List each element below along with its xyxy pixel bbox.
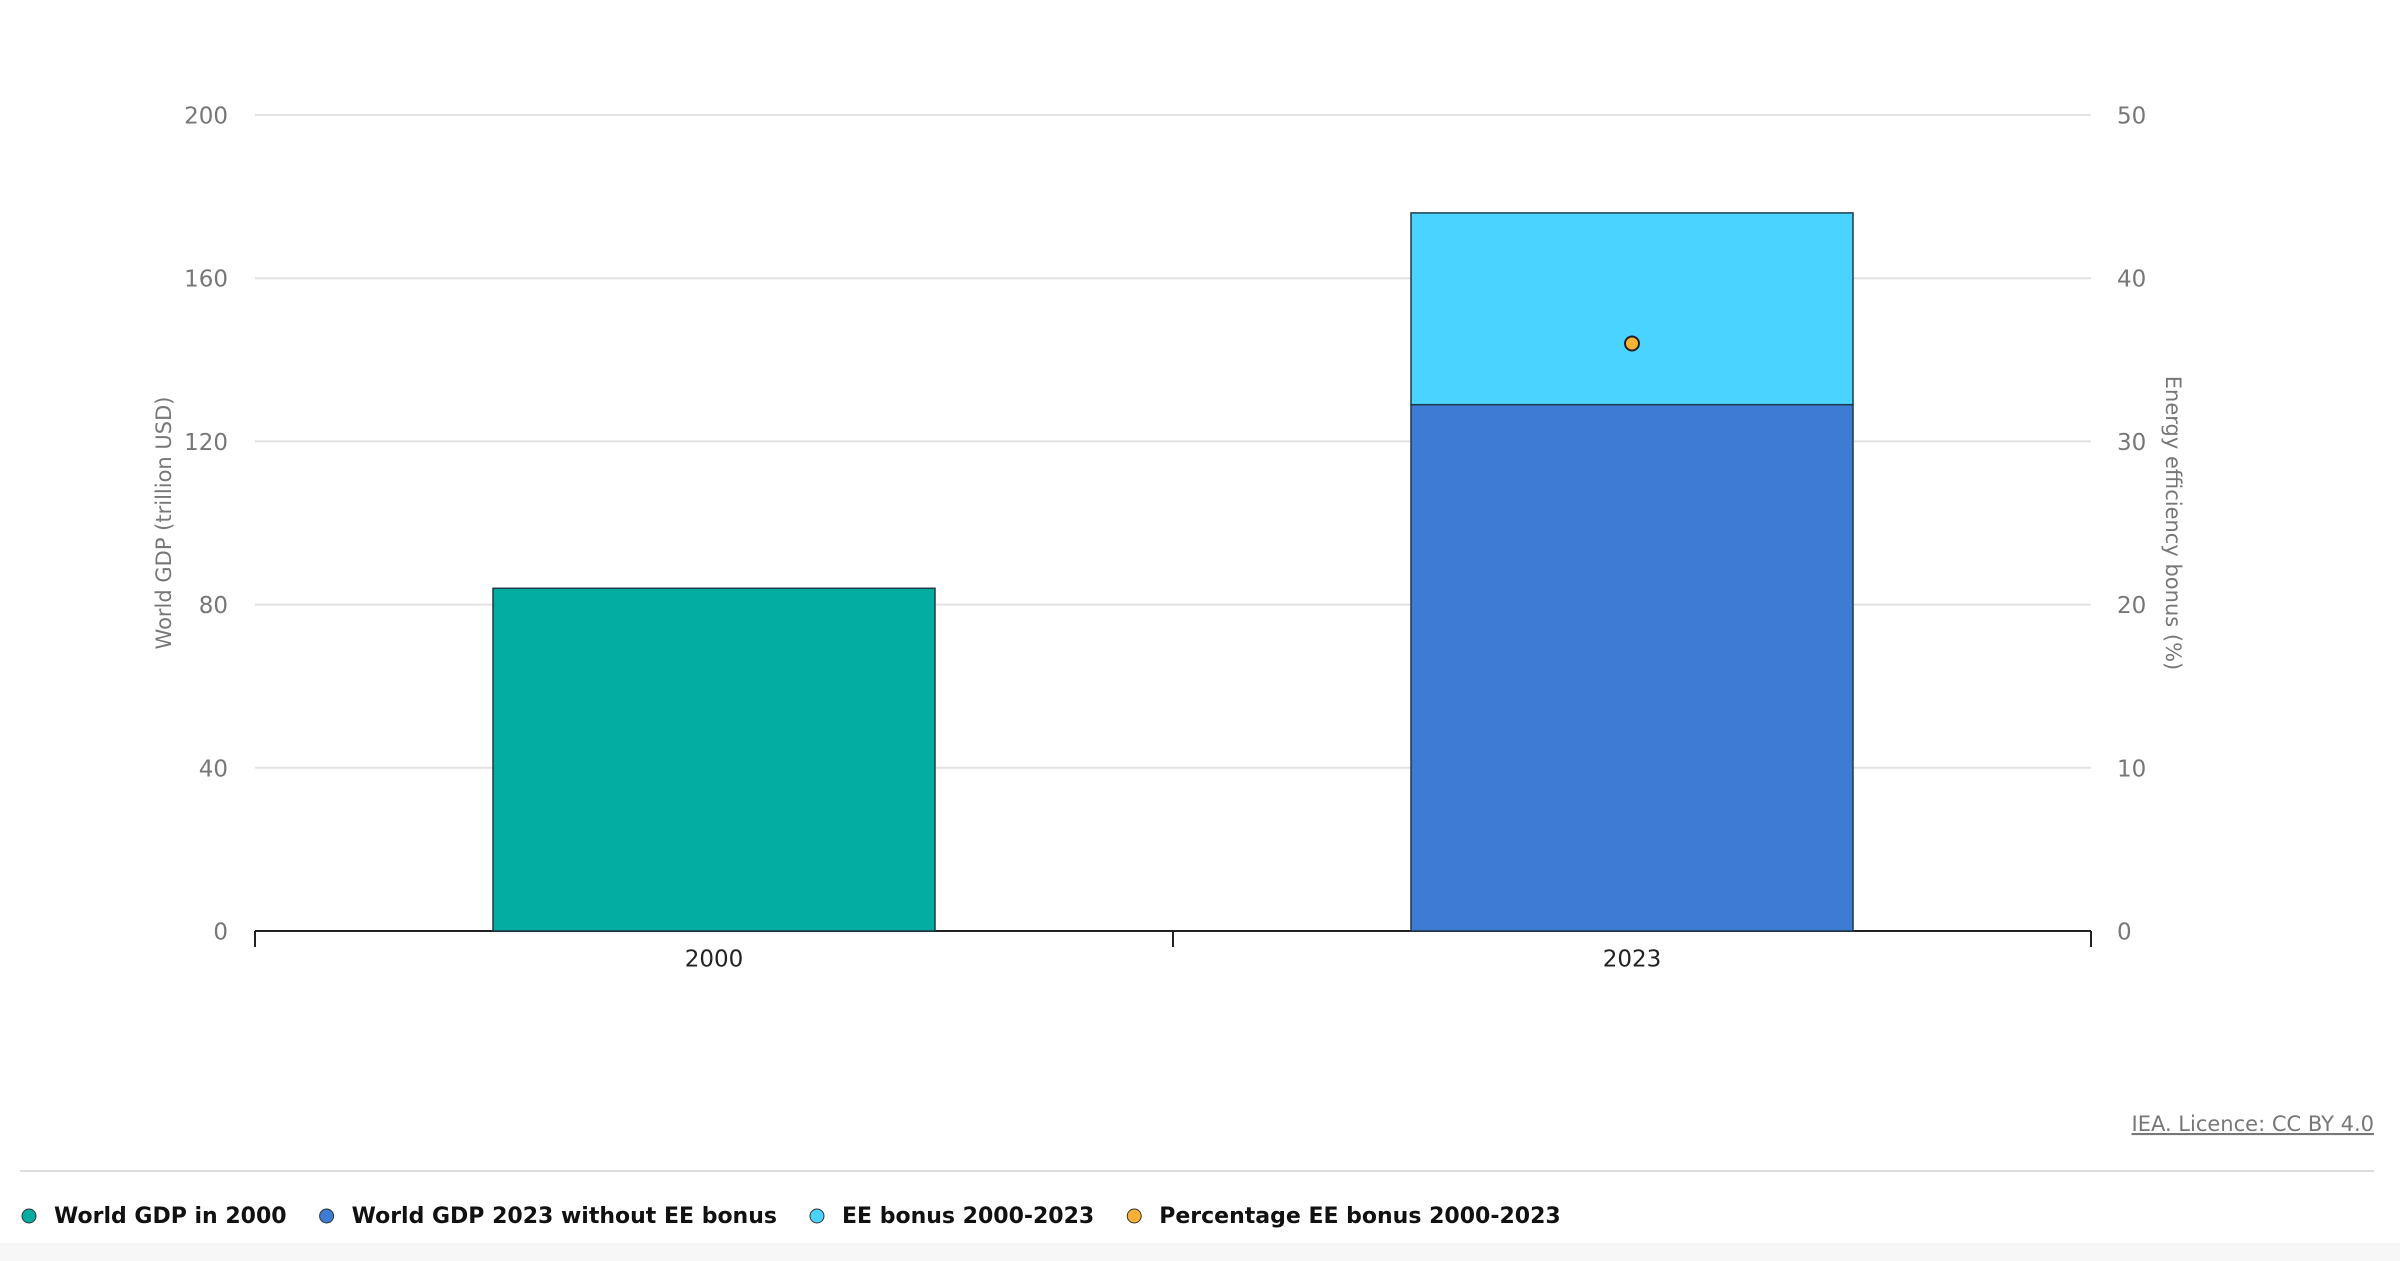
y2-axis-title: Energy efficiency bonus (%): [2161, 376, 2185, 670]
y-tick-label: 0: [213, 920, 228, 946]
bar: [1410, 212, 1854, 406]
y-tick-label: 120: [184, 430, 228, 456]
legend-label[interactable]: World GDP in 2000: [54, 1204, 287, 1229]
y-tick-label: 200: [184, 104, 228, 130]
y-axis-title: World GDP (trillion USD): [152, 397, 176, 650]
legend-marker: [1126, 1208, 1142, 1224]
legend-marker: [319, 1208, 335, 1224]
y2-tick-label: 20: [2117, 593, 2146, 619]
y2-tick-label: 30: [2117, 430, 2146, 456]
bar: [492, 587, 936, 932]
y-tick-label: 80: [199, 593, 228, 619]
footer-band: [0, 1243, 2400, 1261]
legend-label[interactable]: World GDP 2023 without EE bonus: [352, 1204, 777, 1229]
legend-label[interactable]: Percentage EE bonus 2000-2023: [1159, 1204, 1560, 1229]
credit-link[interactable]: IEA. Licence: CC BY 4.0: [2132, 1112, 2375, 1136]
x-tick-label: 2000: [685, 947, 744, 973]
y2-tick-label: 50: [2117, 104, 2146, 130]
y-tick-label: 40: [199, 756, 228, 782]
y2-tick-label: 10: [2117, 756, 2146, 782]
bar: [1410, 403, 1854, 932]
legend-marker: [21, 1208, 37, 1224]
y2-tick-label: 0: [2117, 920, 2132, 946]
y-tick-label: 160: [184, 267, 228, 293]
point: [1624, 335, 1640, 352]
x-tick-label: 2023: [1603, 947, 1662, 973]
legend-marker: [809, 1208, 825, 1224]
y2-tick-label: 40: [2117, 267, 2146, 293]
legend-label[interactable]: EE bonus 2000-2023: [842, 1204, 1094, 1229]
